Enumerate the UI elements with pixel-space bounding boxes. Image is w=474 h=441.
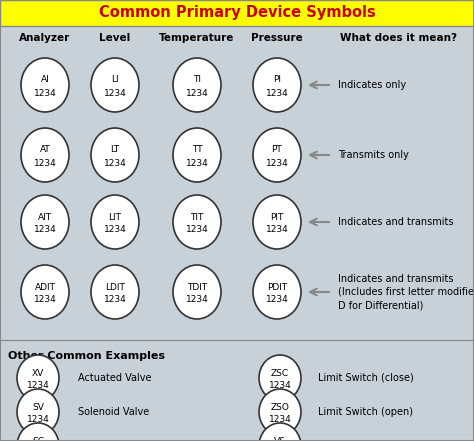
Ellipse shape — [17, 389, 59, 435]
Text: 1234: 1234 — [269, 381, 292, 389]
Text: Indicates and transmits
(Includes first letter modifier
D for Differential): Indicates and transmits (Includes first … — [338, 274, 474, 310]
Text: Limit Switch (open): Limit Switch (open) — [318, 407, 413, 417]
Text: Limit Switch (close): Limit Switch (close) — [318, 373, 414, 383]
Text: LDIT: LDIT — [105, 283, 125, 292]
Text: Indicates only: Indicates only — [338, 80, 406, 90]
Text: ZSC: ZSC — [271, 370, 289, 378]
Text: 1234: 1234 — [34, 295, 56, 304]
Text: PDIT: PDIT — [267, 283, 287, 292]
Ellipse shape — [253, 128, 301, 182]
Text: Level: Level — [100, 33, 131, 43]
Text: 1234: 1234 — [27, 415, 49, 423]
Text: ADIT: ADIT — [35, 283, 55, 292]
Text: Transmits only: Transmits only — [338, 150, 409, 160]
Bar — [0, 0, 474, 26]
Text: TDIT: TDIT — [187, 283, 207, 292]
Text: ZSO: ZSO — [271, 404, 290, 412]
Text: 1234: 1234 — [269, 415, 292, 423]
Text: 1234: 1234 — [265, 225, 288, 235]
Text: Other Common Examples: Other Common Examples — [8, 351, 165, 361]
Text: LI: LI — [111, 75, 119, 85]
Text: Indicates and transmits: Indicates and transmits — [338, 217, 454, 227]
Text: XV: XV — [32, 370, 44, 378]
Text: Pressure: Pressure — [251, 33, 303, 43]
Text: VS: VS — [274, 437, 286, 441]
Text: AT: AT — [40, 146, 50, 154]
Text: Analyzer: Analyzer — [19, 33, 71, 43]
Ellipse shape — [173, 58, 221, 112]
Ellipse shape — [21, 128, 69, 182]
Text: TT: TT — [191, 146, 202, 154]
Text: 1234: 1234 — [186, 89, 209, 97]
Ellipse shape — [21, 265, 69, 319]
Ellipse shape — [259, 355, 301, 401]
Ellipse shape — [259, 389, 301, 435]
Ellipse shape — [259, 423, 301, 441]
Text: PIT: PIT — [270, 213, 283, 221]
Text: Solenoid Valve: Solenoid Valve — [78, 407, 149, 417]
Ellipse shape — [91, 265, 139, 319]
Ellipse shape — [173, 265, 221, 319]
Ellipse shape — [21, 195, 69, 249]
Text: 1234: 1234 — [265, 89, 288, 97]
Text: 1234: 1234 — [34, 225, 56, 235]
Text: AIT: AIT — [38, 213, 52, 221]
Text: 1234: 1234 — [104, 89, 127, 97]
Text: 1234: 1234 — [186, 225, 209, 235]
Text: TIT: TIT — [191, 213, 204, 221]
Text: 1234: 1234 — [186, 158, 209, 168]
Ellipse shape — [17, 423, 59, 441]
Text: 1234: 1234 — [34, 158, 56, 168]
Text: LIT: LIT — [109, 213, 121, 221]
Text: 1234: 1234 — [27, 381, 49, 389]
Ellipse shape — [253, 265, 301, 319]
Text: 1234: 1234 — [34, 89, 56, 97]
Text: Actuated Valve: Actuated Valve — [78, 373, 152, 383]
Ellipse shape — [173, 128, 221, 182]
Text: PI: PI — [273, 75, 281, 85]
Ellipse shape — [253, 195, 301, 249]
Text: 1234: 1234 — [265, 158, 288, 168]
Ellipse shape — [91, 58, 139, 112]
Text: PT: PT — [272, 146, 283, 154]
Text: TI: TI — [193, 75, 201, 85]
Text: AI: AI — [41, 75, 49, 85]
Text: 1234: 1234 — [104, 295, 127, 304]
Text: SC: SC — [32, 437, 44, 441]
Ellipse shape — [17, 355, 59, 401]
Text: Common Primary Device Symbols: Common Primary Device Symbols — [99, 5, 375, 20]
Text: 1234: 1234 — [104, 158, 127, 168]
Text: Temperature: Temperature — [159, 33, 235, 43]
Text: SV: SV — [32, 404, 44, 412]
Ellipse shape — [173, 195, 221, 249]
Ellipse shape — [91, 128, 139, 182]
Text: 1234: 1234 — [186, 295, 209, 304]
Ellipse shape — [91, 195, 139, 249]
Text: 1234: 1234 — [265, 295, 288, 304]
Ellipse shape — [21, 58, 69, 112]
Ellipse shape — [253, 58, 301, 112]
Text: LT: LT — [110, 146, 119, 154]
Text: What does it mean?: What does it mean? — [340, 33, 457, 43]
Text: 1234: 1234 — [104, 225, 127, 235]
